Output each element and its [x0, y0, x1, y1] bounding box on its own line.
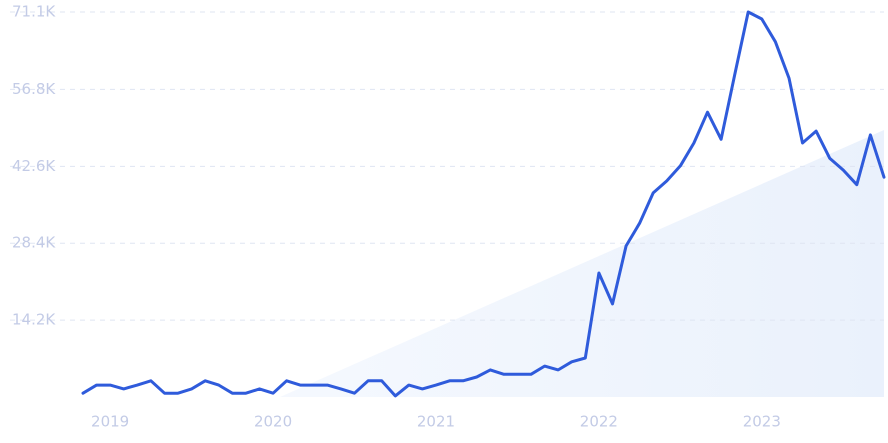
x-tick-label: 2019 — [91, 413, 129, 431]
y-tick-label: 28.4K — [12, 234, 56, 252]
x-tick-label: 2022 — [580, 413, 618, 431]
y-tick-label: 42.6K — [12, 157, 56, 175]
line — [81, 10, 886, 398]
trend-area — [280, 130, 884, 397]
x-tick-label: 2020 — [254, 413, 292, 431]
y-tick-label: 14.2K — [12, 311, 56, 329]
x-tick-label: 2023 — [743, 413, 781, 431]
x-tick-label: 2021 — [417, 413, 455, 431]
y-tick-label: 71.1K — [12, 3, 56, 21]
y-tick-label: 56.8K — [12, 80, 56, 98]
